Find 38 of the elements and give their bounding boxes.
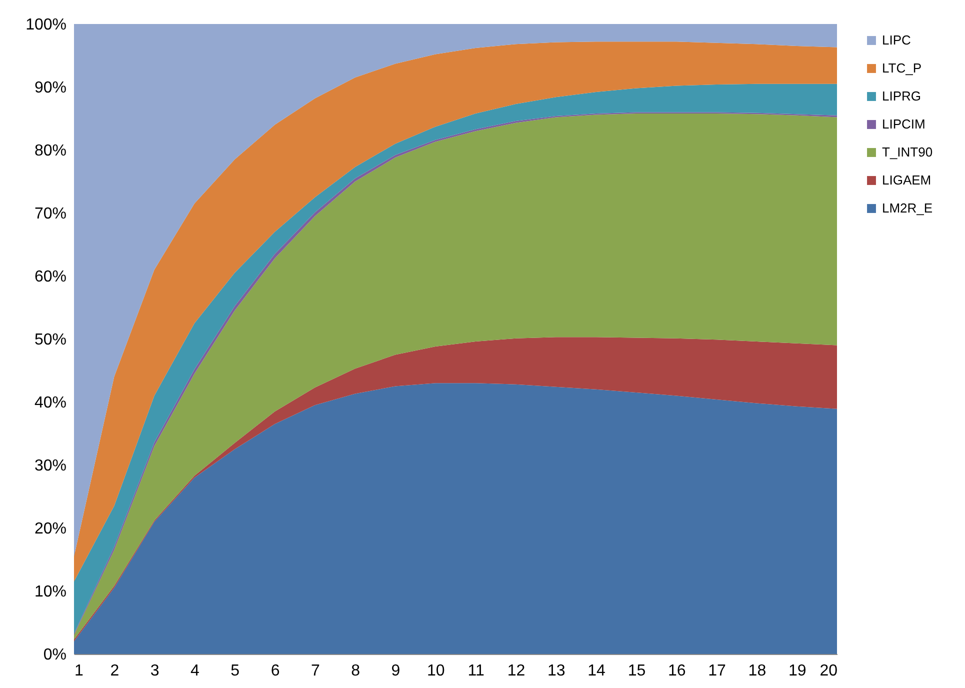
y-tick-label: 10% (34, 584, 66, 600)
x-tick-label: 4 (190, 662, 200, 680)
x-tick-label: 7 (310, 662, 320, 680)
x-tick-label: 6 (270, 662, 280, 680)
legend-label: LIPCIM (882, 116, 926, 132)
y-tick-label: 80% (34, 142, 66, 160)
x-tick-label: 19 (788, 662, 806, 680)
x-tick-label: 2 (110, 662, 120, 680)
y-tick-label: 50% (34, 332, 66, 348)
y-tick-label: 90% (34, 80, 66, 96)
legend-label: T_INT90 (882, 144, 933, 160)
x-tick-label: 16 (668, 662, 686, 680)
x-tick-label: 12 (507, 662, 526, 680)
y-tick-label: 40% (34, 394, 66, 412)
x-tick-label: 8 (351, 662, 360, 680)
y-tick-label: 30% (34, 458, 66, 474)
x-tick-label: 5 (230, 662, 240, 680)
x-tick-label: 3 (150, 662, 160, 680)
x-tick-label: 13 (547, 662, 566, 680)
x-tick-label: 9 (391, 662, 400, 680)
x-tick-label: 10 (427, 662, 445, 680)
x-tick-label: 20 (820, 662, 838, 680)
legend-label: LIPC (882, 32, 911, 48)
y-tick-label: 0% (43, 646, 66, 664)
x-tick-label: 14 (588, 662, 606, 680)
legend-label: LTC_P (882, 60, 922, 76)
x-tick-label: 18 (748, 662, 766, 680)
y-tick-label: 20% (34, 520, 66, 538)
legend-label: LM2R_E (882, 200, 933, 216)
legend-label: LIPRG (882, 88, 922, 104)
x-tick-label: 17 (708, 662, 726, 680)
y-tick-label: 60% (34, 268, 66, 286)
y-tick-label: 70% (34, 206, 66, 222)
x-tick-label: 11 (468, 662, 484, 680)
y-tick-label: 100% (26, 16, 66, 34)
x-tick-label: 1 (74, 662, 84, 680)
legend-label: LIGAEM (882, 172, 932, 188)
x-tick-label: 15 (628, 662, 646, 680)
